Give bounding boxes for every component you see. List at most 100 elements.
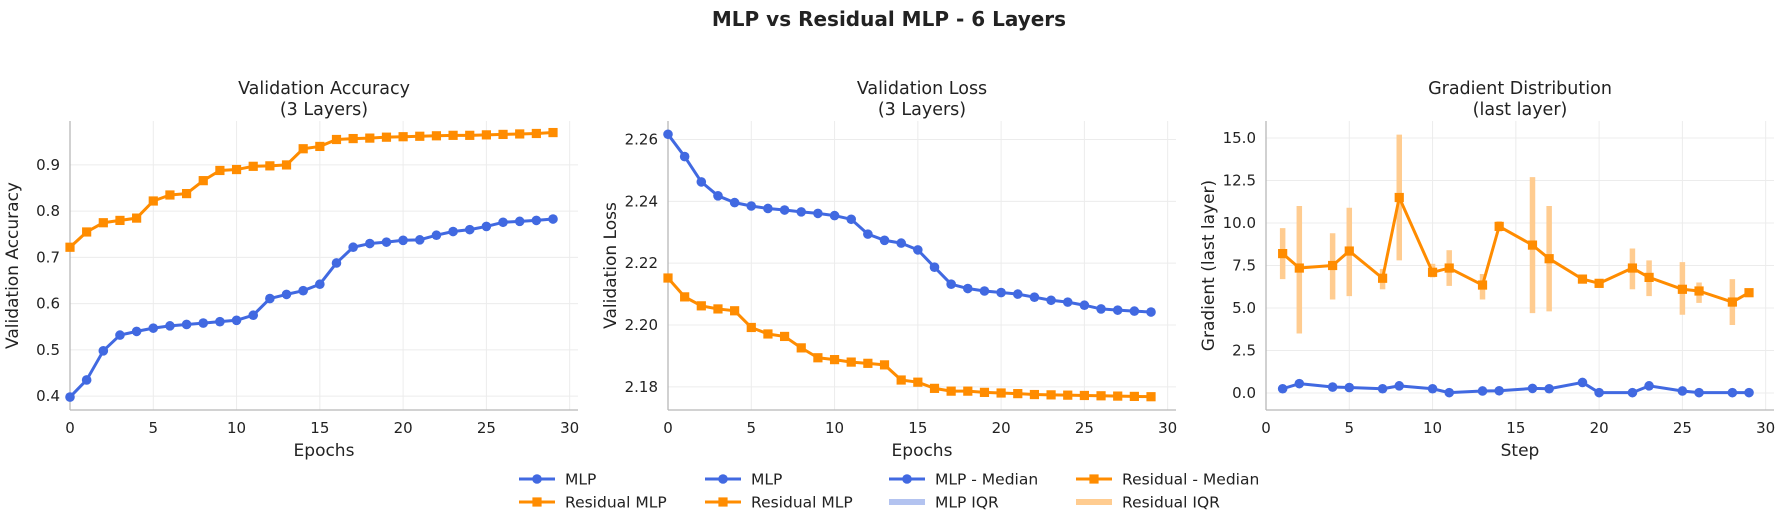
data-point: [464, 224, 475, 235]
data-point: [713, 304, 723, 314]
data-point: [1577, 377, 1588, 388]
data-point: [448, 130, 458, 140]
data-point: [431, 230, 442, 241]
data-point: [1627, 263, 1638, 273]
data-point: [730, 306, 740, 316]
data-point: [315, 141, 325, 152]
y-axis-label: Gradient (last layer): [1199, 180, 1219, 351]
data-point: [148, 323, 159, 333]
data-point: [215, 165, 225, 176]
data-point: [1063, 390, 1073, 400]
data-point: [996, 388, 1006, 398]
data-point: [1744, 288, 1754, 298]
data-point: [779, 205, 790, 215]
y-tick-label: 2.5: [1232, 342, 1256, 360]
data-point: [1544, 254, 1554, 264]
series-line: [1281, 196, 1750, 304]
data-point: [398, 235, 408, 246]
data-point: [913, 377, 923, 387]
x-tick-label: 0: [65, 419, 75, 437]
data-point: [1294, 263, 1304, 273]
data-point: [779, 331, 790, 342]
data-point: [1527, 240, 1538, 250]
data-point: [315, 279, 325, 290]
data-point: [1594, 387, 1604, 398]
data-point: [963, 386, 973, 396]
data-point: [1129, 306, 1140, 316]
data-point: [481, 221, 492, 232]
data-point: [65, 242, 75, 252]
data-point: [879, 235, 890, 246]
data-point: [896, 375, 906, 385]
data-point: [1146, 392, 1156, 402]
data-point: [946, 386, 956, 396]
data-point: [929, 262, 940, 273]
x-tick-label: 5: [149, 419, 159, 437]
legend-item: Residual IQR: [1076, 494, 1220, 512]
data-point: [148, 196, 158, 206]
data-point: [1677, 386, 1688, 396]
series-line: [68, 217, 554, 399]
data-point: [663, 273, 673, 283]
legend-label: Residual MLP: [751, 494, 853, 512]
data-point: [132, 213, 142, 223]
data-point: [348, 133, 358, 144]
legend-label: Residual - Median: [1122, 471, 1259, 489]
data-point: [265, 161, 275, 171]
data-point: [298, 144, 308, 154]
data-point: [796, 207, 807, 217]
data-point: [248, 310, 259, 321]
data-point: [348, 242, 358, 253]
data-point: [1727, 387, 1738, 398]
data-point: [531, 128, 541, 139]
x-tick-label: 0: [1261, 419, 1271, 437]
y-tick-label: 2.20: [625, 316, 658, 334]
data-point: [1327, 382, 1338, 392]
data-point: [331, 134, 342, 145]
x-tick-label: 10: [1423, 419, 1442, 437]
legend-marker: [902, 474, 912, 484]
legend-label: MLP: [751, 471, 782, 489]
data-point: [1112, 305, 1123, 315]
x-tick-label: 0: [663, 419, 673, 437]
data-point: [1394, 381, 1405, 391]
y-axis-label: Validation Accuracy: [3, 182, 23, 349]
y-tick-label: 0.0: [1232, 384, 1256, 402]
data-point: [929, 383, 940, 393]
data-point: [1644, 381, 1654, 391]
y-tick-label: 2.18: [625, 378, 658, 396]
x-axis-label: Epochs: [892, 441, 953, 461]
data-point: [1694, 387, 1704, 398]
data-point: [829, 355, 840, 365]
panel-title-line: (last layer): [1473, 100, 1568, 120]
data-point: [381, 237, 392, 247]
x-tick-label: 25: [1075, 419, 1094, 437]
x-tick-label: 20: [394, 419, 413, 437]
data-point: [1029, 389, 1040, 400]
data-point: [1079, 300, 1090, 311]
x-tick-label: 25: [477, 419, 496, 437]
x-tick-label: 30: [560, 419, 579, 437]
data-point: [1113, 391, 1123, 401]
data-point: [165, 321, 175, 331]
data-point: [415, 131, 425, 141]
data-point: [679, 151, 690, 162]
data-point: [813, 208, 823, 219]
data-point: [680, 292, 690, 302]
data-point: [381, 132, 392, 142]
series-line: [1282, 380, 1750, 395]
data-point: [448, 226, 458, 237]
data-point: [115, 215, 125, 226]
data-point: [165, 190, 175, 200]
data-point: [248, 161, 258, 171]
data-point: [746, 322, 756, 333]
data-point: [1046, 390, 1056, 400]
data-point: [1477, 386, 1488, 396]
data-point: [879, 360, 890, 370]
data-point: [1444, 387, 1455, 398]
x-tick-label: 20: [1590, 419, 1609, 437]
panel-title-line: Gradient Distribution: [1428, 79, 1612, 99]
data-point: [548, 214, 558, 224]
data-point: [181, 319, 192, 330]
data-point: [465, 130, 475, 140]
